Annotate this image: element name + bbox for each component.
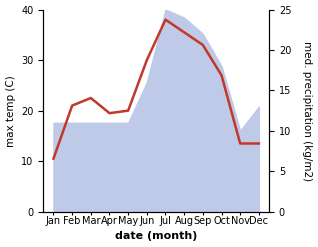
Y-axis label: med. precipitation (kg/m2): med. precipitation (kg/m2) [302,41,313,181]
X-axis label: date (month): date (month) [115,231,197,242]
Y-axis label: max temp (C): max temp (C) [5,75,16,146]
